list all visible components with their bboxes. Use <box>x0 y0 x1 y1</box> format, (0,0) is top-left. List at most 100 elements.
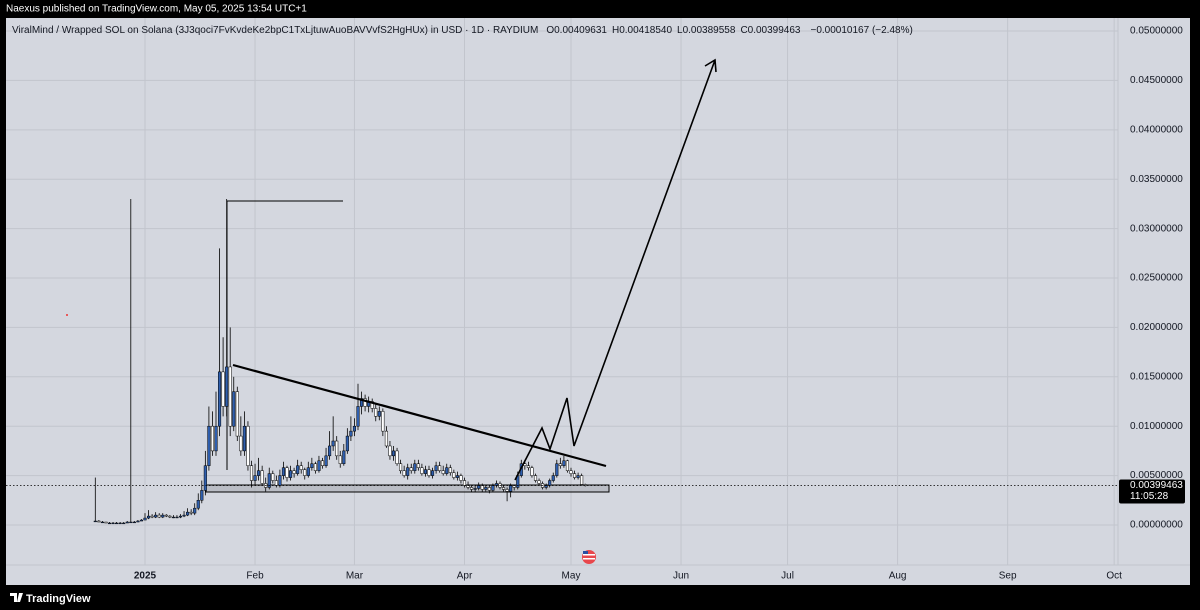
candle-body <box>271 473 275 481</box>
candle-body <box>388 445 392 457</box>
candle-body <box>356 406 360 427</box>
candle-body <box>562 460 566 466</box>
drawings-front <box>66 58 717 564</box>
footer <box>0 587 1200 610</box>
flag-canton[interactable] <box>583 551 588 554</box>
candle-body <box>576 475 580 478</box>
candle-body <box>107 522 112 525</box>
candle-body <box>175 516 179 519</box>
candle-body <box>267 473 271 488</box>
candle-body <box>139 519 143 522</box>
x-tick-label: Jul <box>781 571 794 582</box>
trend-line <box>232 363 607 468</box>
candle-body <box>281 467 285 476</box>
candle-body <box>143 517 147 521</box>
candle-body <box>328 445 332 457</box>
candle-body <box>221 371 225 407</box>
candle-body <box>352 425 356 432</box>
x-tick-label: Sep <box>999 571 1017 582</box>
chart-background <box>6 18 1190 585</box>
candle-body <box>249 465 254 481</box>
candle-body <box>313 463 317 471</box>
ohlc-value: O0.00409631 <box>546 25 607 36</box>
candle-body <box>203 465 207 491</box>
candle-body <box>289 470 293 478</box>
candle-body <box>342 450 346 464</box>
candle-body <box>395 450 399 464</box>
candle-body <box>423 469 427 474</box>
candle-body <box>317 460 321 471</box>
candle-body <box>239 435 243 452</box>
flag-stripe[interactable] <box>583 554 595 556</box>
candle-body <box>200 490 204 501</box>
candle-body <box>154 514 158 518</box>
candle-body <box>345 435 349 452</box>
candle-body <box>235 391 239 437</box>
candle-body <box>168 515 172 518</box>
candle-body <box>164 514 168 517</box>
y-tick-label: 0.02500000 <box>1130 273 1183 284</box>
candle-body <box>150 515 154 518</box>
x-tick-label: Mar <box>346 571 364 582</box>
candle-body <box>349 430 353 437</box>
y-tick-label: 0.03000000 <box>1130 223 1183 234</box>
candle-body <box>260 470 264 484</box>
candle-body <box>253 475 257 481</box>
candle-body <box>452 472 456 478</box>
candle-body <box>381 411 385 432</box>
candle-body <box>360 398 364 407</box>
candle-body <box>292 470 296 474</box>
candle-body <box>324 455 328 466</box>
candle-body <box>104 521 108 524</box>
y-tick-label: 0.05000000 <box>1130 26 1183 37</box>
axes: 0.00000000 0.00500000 0.01000000 0.01500000… <box>134 26 1185 582</box>
candle-body <box>306 467 310 476</box>
candle-body <box>363 398 367 407</box>
candle-body <box>502 487 506 490</box>
ohlc-value: C0.00399463 <box>740 25 800 36</box>
candle-body <box>416 463 420 468</box>
candle-body <box>551 475 555 481</box>
candle-body <box>548 480 552 486</box>
candle-body <box>186 511 190 516</box>
candle-body <box>257 470 261 476</box>
candle-body <box>182 514 186 517</box>
candle-body <box>391 450 396 457</box>
x-tick-label: May <box>562 571 581 582</box>
last-price-box <box>1119 479 1185 504</box>
candle-body <box>491 485 495 491</box>
candle-body <box>470 487 474 490</box>
candle-body <box>320 460 325 466</box>
candles <box>6 198 1118 525</box>
candle-body <box>537 480 541 484</box>
candle-body <box>459 475 463 481</box>
candle-body <box>310 463 314 468</box>
arrow-head <box>704 58 717 73</box>
candle-body <box>210 425 214 452</box>
candle-body <box>111 522 115 525</box>
candle-body <box>274 480 278 486</box>
candle-body <box>420 467 424 474</box>
candle-body <box>480 485 484 490</box>
y-tick-label: 0.03500000 <box>1130 174 1183 185</box>
y-tick-label: 0.01000000 <box>1130 421 1183 432</box>
flag-stripe[interactable] <box>583 558 595 560</box>
candle-body <box>569 470 573 474</box>
x-tick-label: Apr <box>457 571 473 582</box>
ohlc-value: −0.00010167 (−2.48%) <box>811 25 913 36</box>
candle-body <box>370 401 374 409</box>
candle-body <box>473 488 477 490</box>
dot <box>66 314 68 316</box>
candle-body <box>97 520 101 523</box>
candle-body <box>303 469 307 476</box>
candle-body <box>565 460 570 471</box>
candle-body <box>147 515 151 519</box>
symbol-title: ViralMind / Wrapped SOL on Solana (3J3qo… <box>12 25 538 36</box>
candle-body <box>445 467 449 474</box>
candle-body <box>505 489 509 492</box>
event-flag[interactable] <box>582 550 596 564</box>
candle-body <box>377 411 381 417</box>
candle-body <box>232 391 236 427</box>
candle-body <box>573 473 577 478</box>
